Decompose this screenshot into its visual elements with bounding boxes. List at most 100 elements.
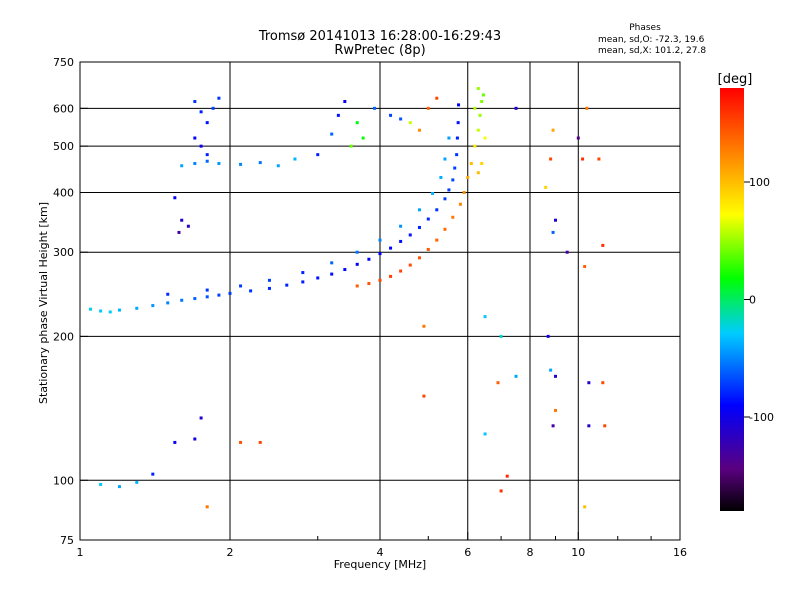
- phases-o-stats: mean, sd,O: -72.3, 19.6: [598, 35, 705, 45]
- data-point: [267, 278, 271, 282]
- data-point: [199, 110, 203, 114]
- data-point: [514, 374, 518, 378]
- y-tick-label: 600: [53, 102, 74, 115]
- data-point: [499, 334, 503, 338]
- data-point: [205, 153, 209, 157]
- data-point: [496, 381, 500, 385]
- x-tick-label: 16: [673, 546, 687, 559]
- data-point: [443, 197, 447, 201]
- data-point: [135, 306, 139, 310]
- data-point: [417, 208, 421, 212]
- data-point: [576, 136, 580, 140]
- chart-subtitle: RwPretec (8p): [334, 43, 425, 58]
- data-point: [417, 256, 421, 260]
- data-point: [378, 278, 382, 282]
- data-point: [585, 106, 589, 110]
- data-point: [239, 440, 243, 444]
- data-point: [426, 106, 430, 110]
- colorbar-tick-label: -100: [749, 411, 774, 424]
- y-tick-label: 400: [53, 186, 74, 199]
- data-point: [355, 121, 359, 125]
- data-point: [193, 100, 197, 104]
- phases-x-stats: mean, sd,X: 101.2, 27.8: [598, 46, 706, 56]
- data-point: [544, 185, 548, 189]
- data-point: [408, 121, 412, 125]
- data-point: [330, 132, 334, 136]
- data-point: [285, 283, 289, 287]
- data-point: [355, 250, 359, 254]
- data-point: [480, 161, 484, 165]
- data-point: [258, 440, 262, 444]
- data-points: [89, 87, 607, 509]
- data-point: [478, 113, 482, 117]
- data-point: [469, 161, 473, 165]
- data-point: [249, 289, 253, 293]
- data-point: [205, 121, 209, 125]
- data-point: [378, 252, 382, 256]
- data-point: [330, 272, 334, 276]
- data-point: [408, 233, 412, 237]
- data-point: [205, 295, 209, 299]
- colorbar-tick-label: 0: [749, 294, 756, 307]
- data-point: [316, 276, 320, 280]
- data-point: [551, 128, 555, 132]
- data-point: [447, 136, 451, 140]
- data-point: [417, 128, 421, 132]
- data-point: [439, 175, 443, 179]
- phases-heading: Phases: [629, 23, 661, 33]
- data-point: [180, 298, 184, 302]
- chart-title: Tromsø 20141013 16:28:00-16:29:43: [258, 29, 501, 44]
- data-point: [186, 224, 190, 228]
- y-tick-label: 75: [60, 534, 74, 547]
- data-point: [199, 416, 203, 420]
- data-point: [177, 230, 181, 234]
- data-point: [549, 368, 553, 372]
- data-point: [343, 100, 347, 104]
- colorbar: [720, 88, 744, 511]
- data-point: [373, 106, 377, 110]
- data-point: [480, 100, 484, 104]
- data-point: [601, 381, 605, 385]
- data-point: [549, 157, 553, 161]
- data-point: [99, 482, 103, 486]
- colorbar-tick-label: 100: [749, 176, 770, 189]
- data-point: [199, 144, 203, 148]
- data-point: [217, 161, 221, 165]
- data-point: [361, 136, 365, 140]
- data-point: [367, 282, 371, 286]
- data-point: [193, 297, 197, 301]
- data-point: [276, 164, 280, 168]
- data-point: [473, 106, 477, 110]
- data-point: [108, 310, 112, 314]
- data-point: [378, 238, 382, 242]
- data-point: [443, 227, 447, 231]
- x-axis-ticks: 1 2 4 6 8 10 16: [77, 532, 687, 559]
- data-point: [193, 437, 197, 441]
- data-point: [476, 171, 480, 175]
- data-point: [451, 215, 455, 219]
- data-point: [408, 263, 412, 267]
- data-point: [435, 208, 439, 212]
- y-axis-label: Stationary phase Virtual Height [km]: [37, 202, 50, 404]
- data-point: [217, 293, 221, 297]
- data-point: [476, 128, 480, 132]
- data-point: [435, 238, 439, 242]
- data-point: [173, 196, 177, 200]
- data-point: [336, 113, 340, 117]
- data-point: [587, 381, 591, 385]
- data-point: [451, 178, 455, 182]
- data-point: [316, 153, 320, 157]
- y-tick-label: 750: [53, 56, 74, 69]
- data-point: [117, 308, 121, 312]
- data-point: [399, 269, 403, 273]
- data-point: [551, 230, 555, 234]
- data-point: [426, 217, 430, 221]
- data-point: [435, 96, 439, 100]
- data-point: [367, 257, 371, 261]
- data-point: [583, 505, 587, 509]
- x-tick-label: 4: [377, 546, 384, 559]
- data-point: [180, 218, 184, 222]
- data-point: [99, 309, 103, 313]
- data-point: [514, 106, 518, 110]
